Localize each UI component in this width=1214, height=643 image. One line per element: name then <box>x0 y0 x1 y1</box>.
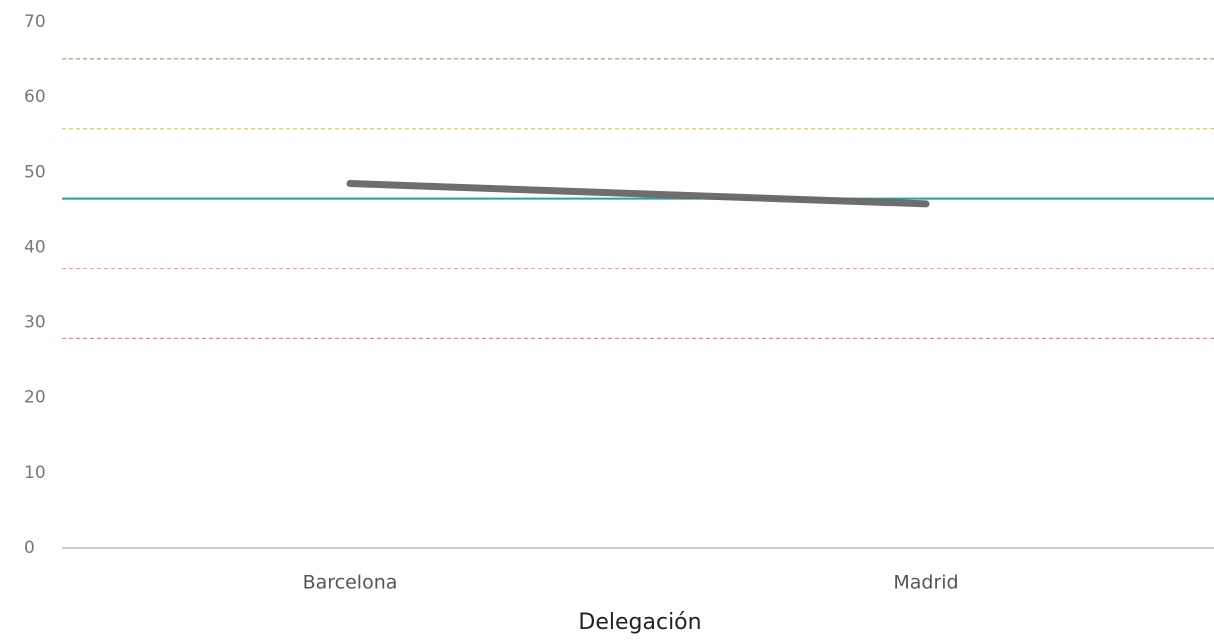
y-tick-label: 30 <box>24 313 46 333</box>
x-axis-title: Delegación <box>578 610 701 635</box>
y-tick-label: 60 <box>24 87 46 107</box>
x-tick-label: Madrid <box>893 572 958 594</box>
y-tick-label: 20 <box>24 388 46 408</box>
y-tick-label: 70 <box>24 12 46 32</box>
y-tick-label: 0 <box>24 538 35 558</box>
y-tick-label: 50 <box>24 162 46 182</box>
x-tick-label: Barcelona <box>303 572 398 594</box>
y-tick-label: 10 <box>24 463 46 483</box>
data-line <box>346 180 930 208</box>
y-tick-label: 40 <box>24 237 46 257</box>
